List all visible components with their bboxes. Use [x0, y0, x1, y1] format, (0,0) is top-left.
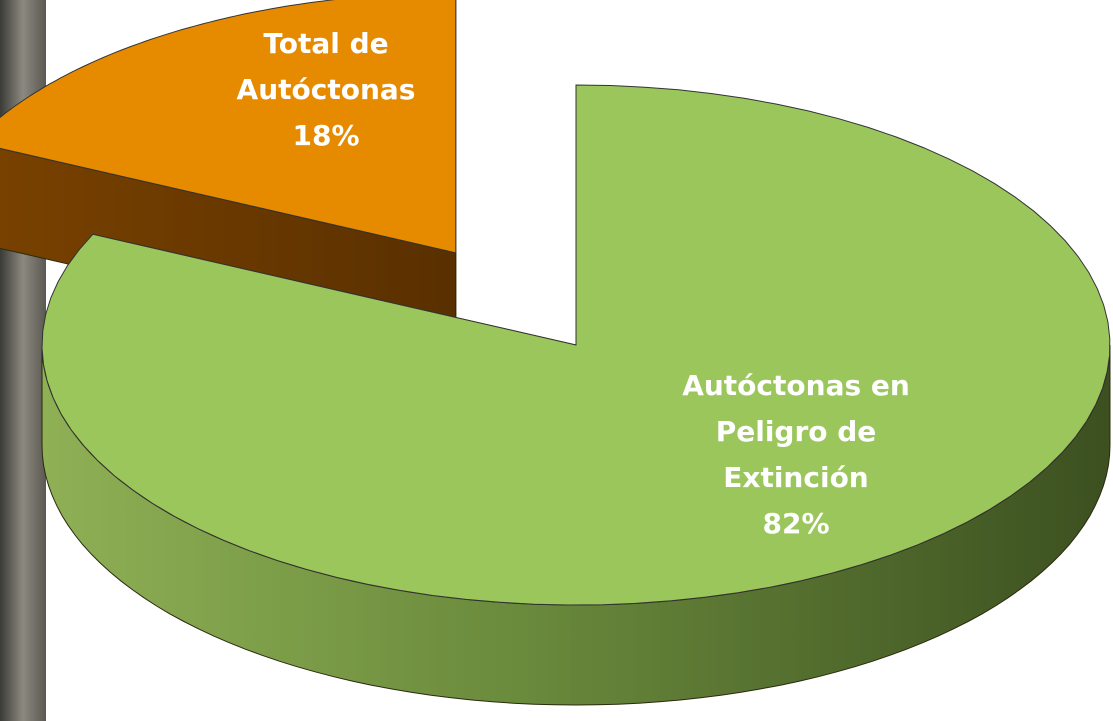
slice: [41, 84, 1111, 606]
label-value: 82%: [762, 507, 830, 540]
label-category: Total de Autóctonas: [236, 27, 416, 106]
data-label: Autóctonas en Peligro de Extinción 82%: [656, 363, 936, 547]
data-label: Total de Autóctonas 18%: [216, 21, 436, 159]
label-category: Autóctonas en Peligro de Extinción: [682, 369, 910, 494]
label-value: 18%: [292, 119, 360, 152]
slice: [0, 0, 457, 254]
pie: [0, 0, 1111, 706]
